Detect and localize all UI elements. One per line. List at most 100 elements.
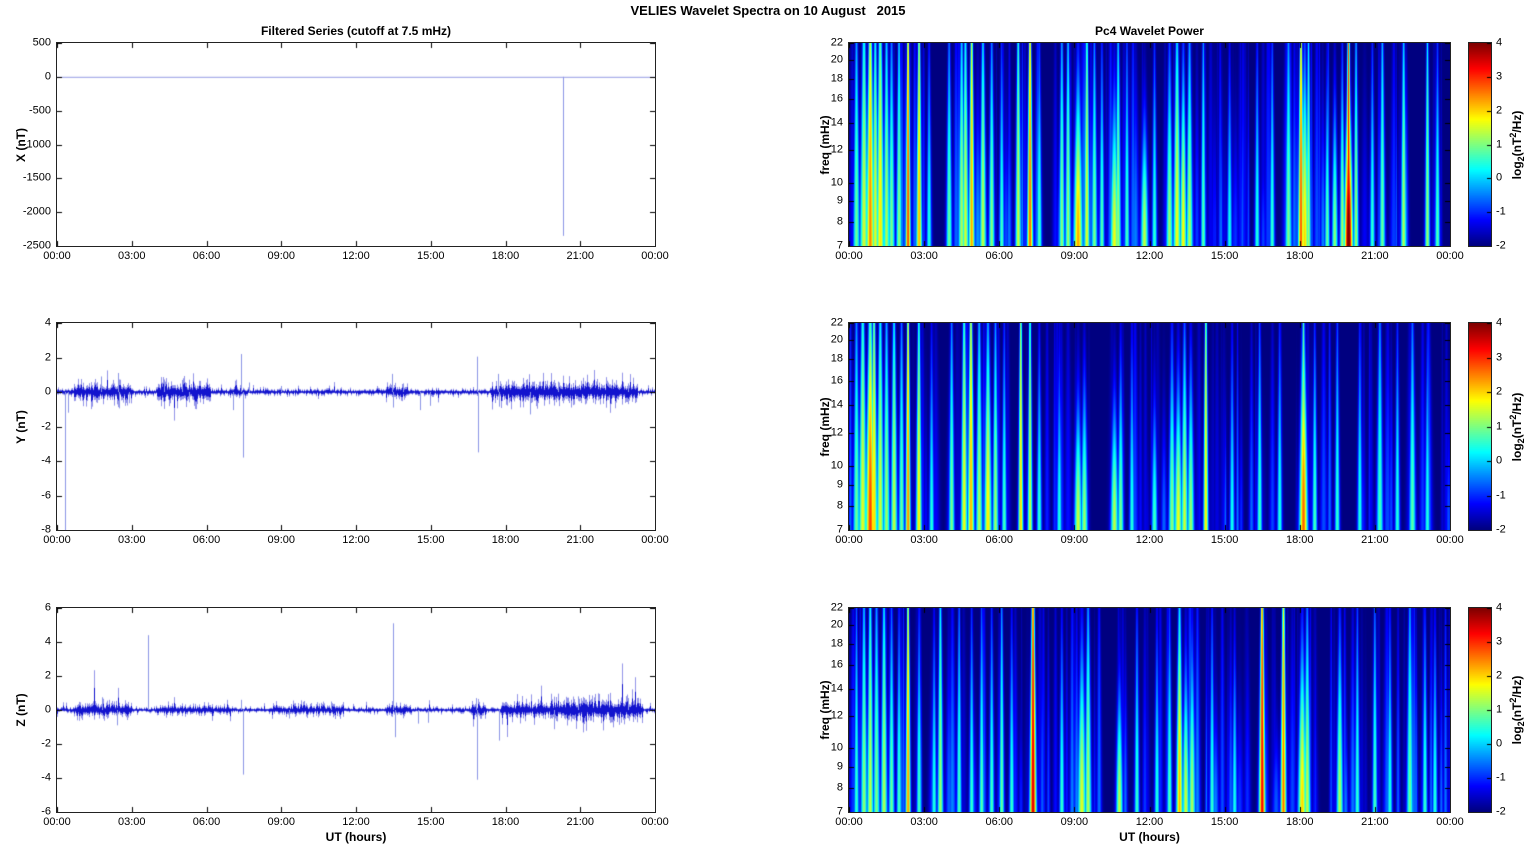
- tick-label: 20: [830, 333, 843, 346]
- tick-label: 18:00: [1285, 250, 1314, 262]
- tick-label: 00:00: [1436, 816, 1464, 828]
- x-axis-label: UT (hours): [1119, 830, 1180, 844]
- panel-z-timeseries: Z (nT) UT (hours) 6 4 2 0 -2 -4 -6 00:00 03:00 06…: [14, 602, 669, 844]
- tick-label: 16: [830, 374, 843, 387]
- tick-label: 14: [830, 682, 843, 695]
- tick-label: 18: [830, 637, 843, 650]
- tick-label: 4: [1496, 36, 1503, 49]
- tick-label: 16: [830, 92, 843, 105]
- tick-label: 06:00: [985, 534, 1014, 546]
- tick-label: -6: [41, 805, 51, 818]
- tick-label: 2: [44, 351, 51, 363]
- tick-label: 1: [1496, 138, 1503, 150]
- tick-label: -2000: [22, 205, 51, 218]
- tick-label: 2: [44, 669, 51, 682]
- tick-label: 21:00: [1361, 534, 1389, 546]
- colorbar-x: log2(nT2/Hz) 4 3 2 1 0 -1 -2: [1468, 37, 1526, 251]
- tick-label: 0: [44, 703, 51, 716]
- tick-label: 3: [1496, 70, 1503, 83]
- tick-label: -2: [1496, 523, 1506, 536]
- tick-label: 8: [836, 215, 843, 228]
- tick-label: 1: [1496, 703, 1503, 716]
- z-wavelet-spectrogram: [849, 608, 1450, 812]
- colorbar-label: log2(nT2/Hz): [1507, 110, 1527, 179]
- tick-label: -2: [1496, 239, 1506, 252]
- tick-label: 12:00: [342, 816, 370, 828]
- tick-label: -4: [41, 771, 51, 784]
- tick-label: 21:00: [1361, 816, 1389, 828]
- x-wavelet-spectrogram: [849, 43, 1450, 246]
- tick-label: 22: [830, 316, 843, 329]
- tick-label: 0: [1496, 737, 1503, 750]
- tick-label: 06:00: [985, 250, 1014, 262]
- tick-label: 09:00: [267, 250, 296, 262]
- tick-label: 7: [836, 239, 843, 252]
- tick-label: 12: [830, 426, 843, 439]
- tick-label: 500: [32, 36, 51, 49]
- tick-label: 21:00: [566, 250, 595, 262]
- tick-label: 3: [1496, 635, 1503, 648]
- z-timeseries-plot: [57, 608, 655, 812]
- tick-label: 0: [44, 385, 51, 398]
- x-timeseries-plot: [57, 43, 655, 246]
- tick-label: 14: [830, 116, 843, 129]
- tick-label: 4: [44, 635, 51, 648]
- tick-label: 09:00: [1060, 250, 1089, 262]
- tick-label: 10: [830, 176, 843, 189]
- tick-label: 12:00: [342, 534, 370, 546]
- tick-label: -6: [41, 489, 51, 501]
- tick-label: 18:00: [491, 816, 520, 828]
- colorbar-label: log2(nT2/Hz): [1507, 675, 1527, 745]
- tick-label: -1: [1496, 205, 1506, 218]
- y-timeseries-plot: [57, 323, 655, 530]
- tick-label: 06:00: [192, 250, 221, 262]
- tick-label: 3: [1496, 351, 1503, 363]
- tick-label: 00:00: [641, 534, 669, 546]
- tick-label: 12:00: [1135, 250, 1164, 262]
- x-axis-label: UT (hours): [325, 830, 387, 844]
- tick-label: 12:00: [342, 250, 370, 262]
- tick-label: 09:00: [1060, 816, 1089, 828]
- tick-label: 12:00: [1135, 534, 1164, 546]
- tick-label: 15:00: [1210, 250, 1239, 262]
- panel-y-wavelet-spectrogram: freq (mHz) 22 20 18 16 14 12 10 9 8 7 00:00 03:00 06…: [818, 317, 1464, 546]
- tick-label: -4: [41, 454, 51, 467]
- tick-label: 9: [836, 194, 843, 207]
- tick-label: 00:00: [835, 534, 863, 546]
- tick-label: 10: [830, 459, 843, 472]
- tick-label: 4: [1496, 316, 1503, 329]
- colorbar-gradient: [1469, 43, 1491, 246]
- tick-label: 06:00: [192, 534, 221, 546]
- tick-label: 18:00: [491, 250, 520, 262]
- colorbar-z: log2(nT2/Hz) 4 3 2 1 0 -1 -2: [1468, 602, 1526, 817]
- tick-label: -1000: [22, 138, 51, 150]
- tick-label: 12: [830, 143, 843, 156]
- tick-label: -500: [28, 104, 51, 117]
- tick-label: 03:00: [910, 816, 938, 828]
- tick-label: 20: [830, 53, 843, 66]
- tick-label: -2: [41, 737, 51, 750]
- tick-label: 21:00: [566, 534, 595, 546]
- tick-label: 03:00: [117, 250, 146, 262]
- tick-label: 06:00: [985, 816, 1014, 828]
- tick-label: 7: [836, 523, 843, 536]
- tick-label: 12: [830, 709, 843, 722]
- tick-label: 2: [1496, 385, 1503, 398]
- tick-label: 00:00: [641, 250, 669, 262]
- tick-label: 4: [44, 316, 51, 329]
- tick-label: 18: [830, 352, 843, 365]
- panel-x-wavelet-spectrogram: Pc4 Wavelet Power freq (mHz) 22 20 18 16 14 1…: [818, 24, 1464, 262]
- colorbar-gradient: [1469, 608, 1491, 812]
- tick-label: 2: [1496, 669, 1503, 682]
- tick-label: 2: [1496, 104, 1503, 117]
- tick-label: 0: [1496, 171, 1503, 184]
- tick-label: 00:00: [43, 534, 71, 546]
- tick-label: -8: [41, 523, 51, 536]
- tick-label: 09:00: [267, 816, 296, 828]
- tick-label: 21:00: [1361, 250, 1389, 262]
- tick-label: 03:00: [910, 534, 938, 546]
- tick-label: -1500: [22, 171, 51, 184]
- panel-title: Filtered Series (cutoff at 7.5 mHz): [260, 24, 452, 38]
- tick-label: 0: [44, 70, 51, 83]
